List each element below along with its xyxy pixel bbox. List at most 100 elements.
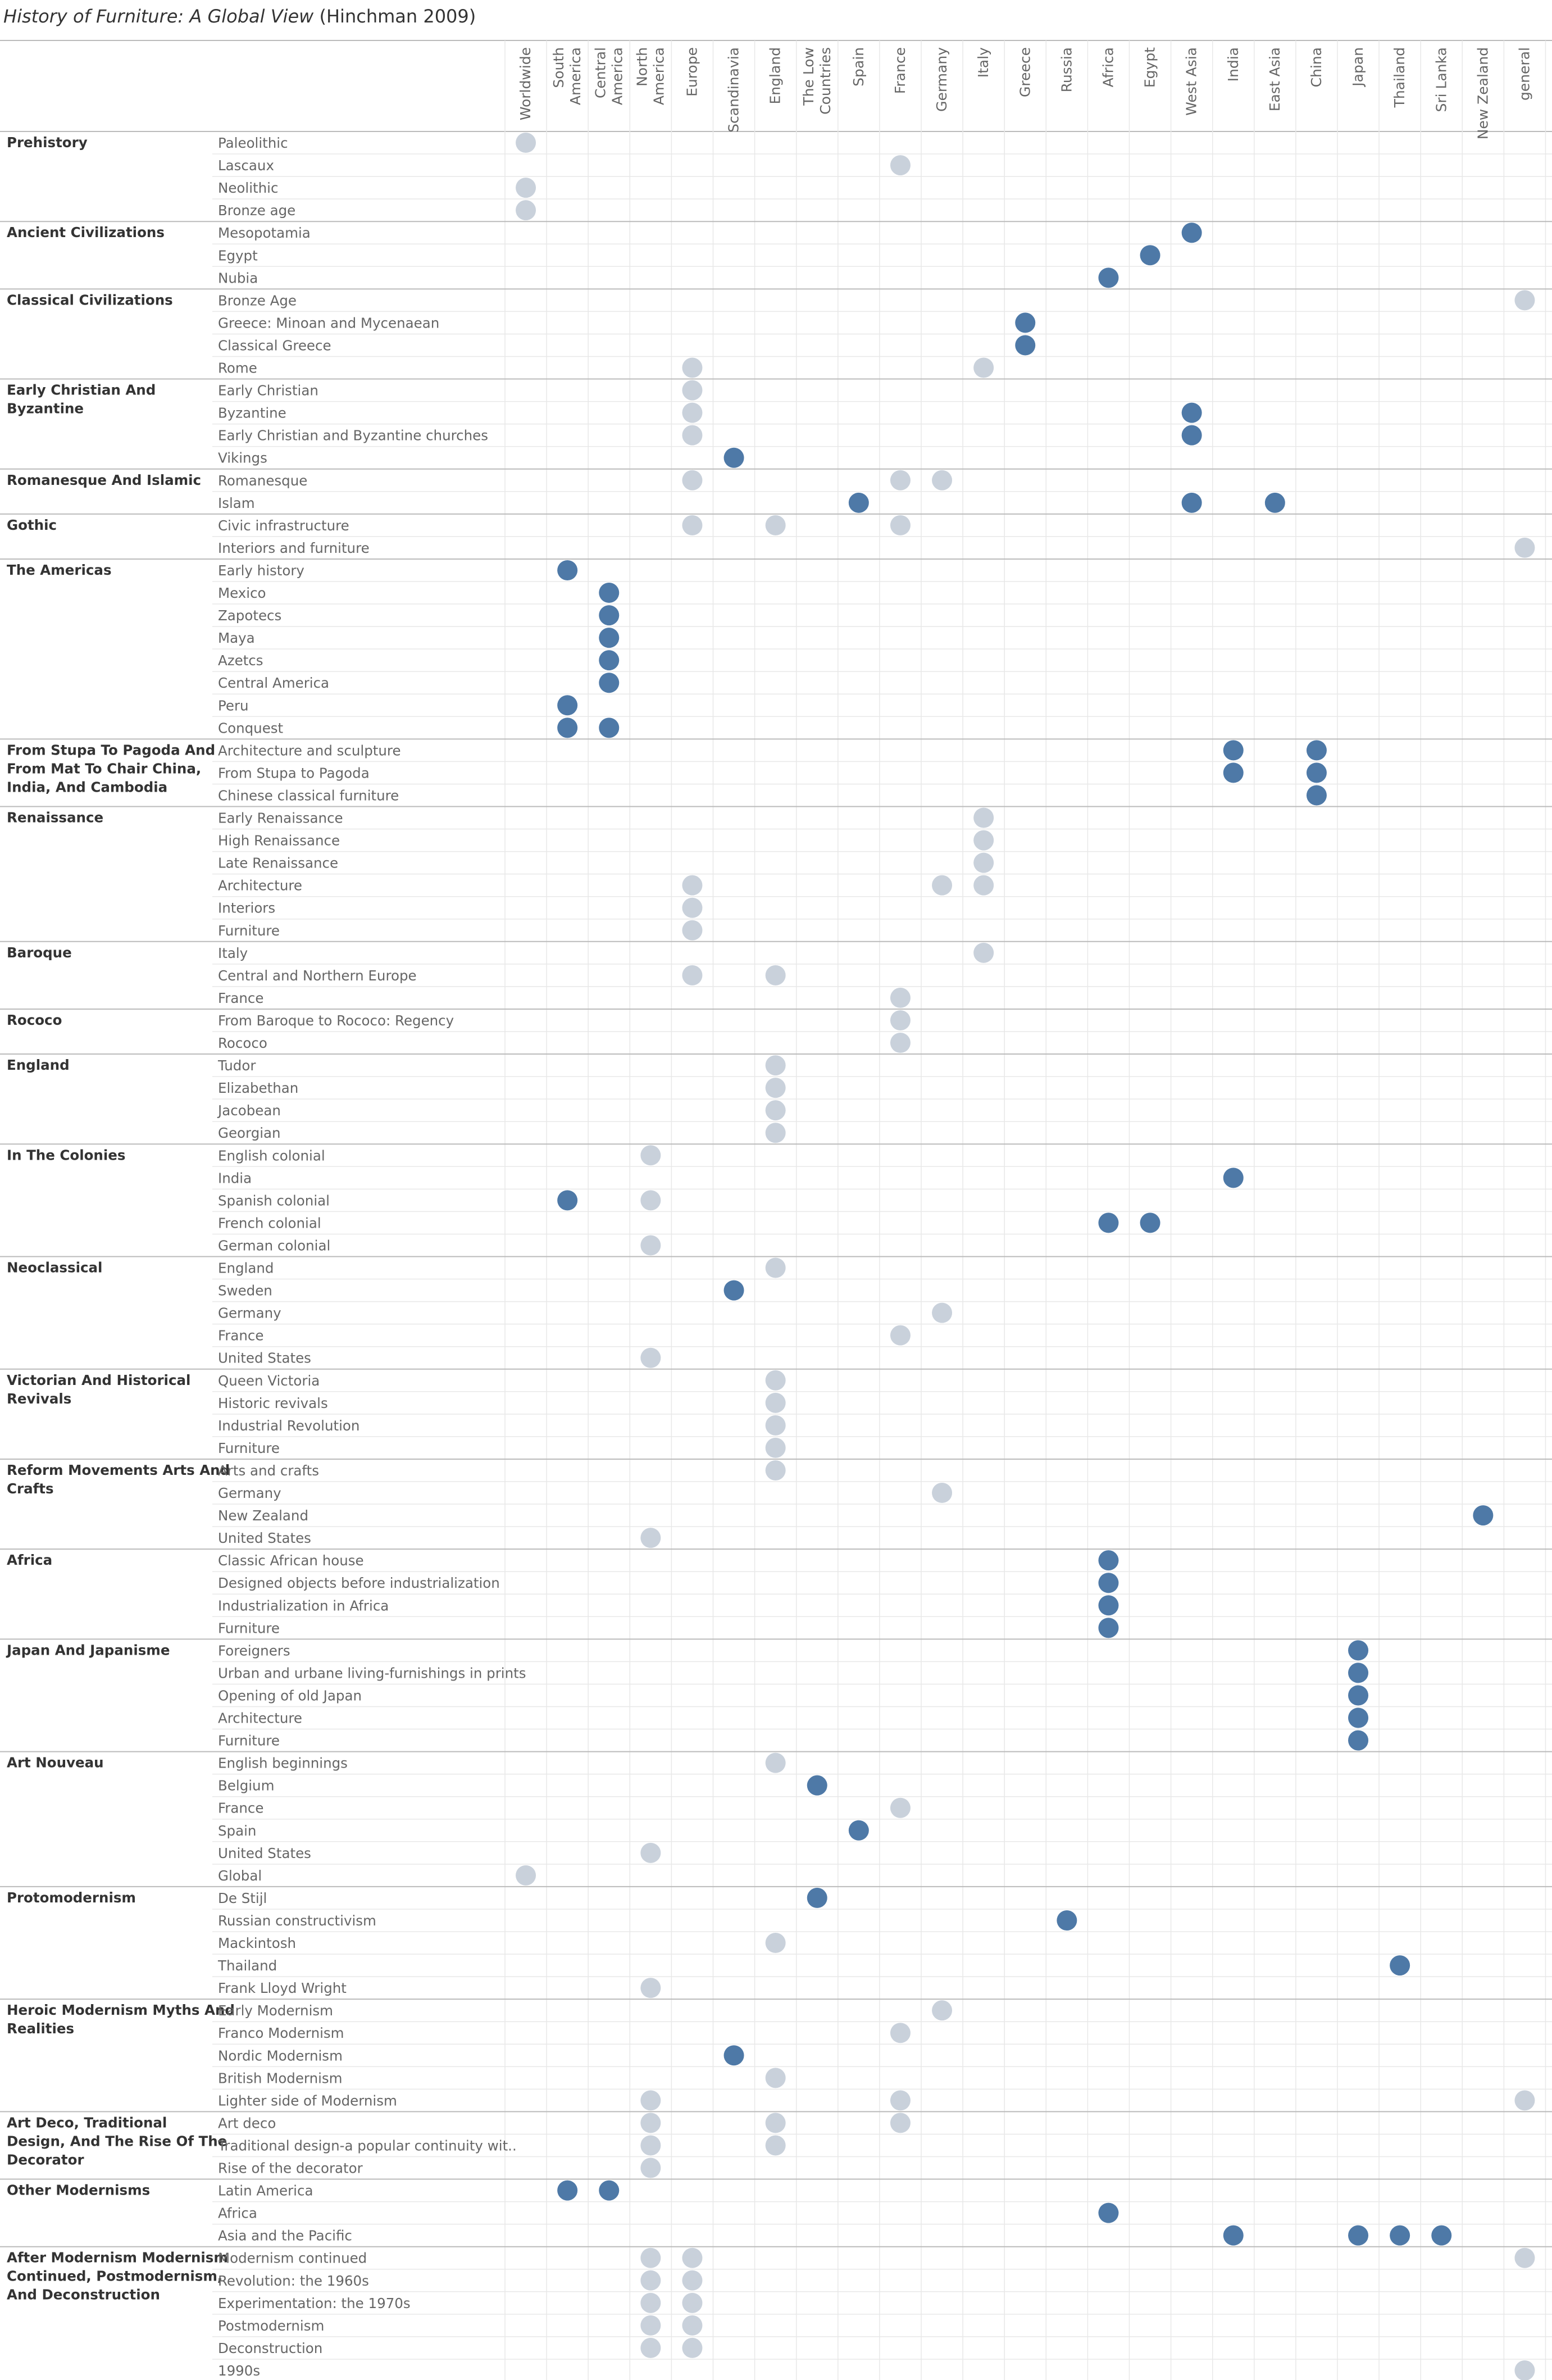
dot-grey-germany — [932, 2000, 953, 2021]
section-label: And Deconstruction — [7, 2287, 160, 2303]
row-label: High Renaissance — [218, 833, 340, 849]
row-label: Egypt — [218, 247, 258, 264]
row-label: Modernism continued — [218, 2250, 367, 2267]
dot-grey-europe — [682, 897, 703, 918]
row-label: Architecture — [218, 1710, 302, 1727]
row-label: France — [218, 1800, 263, 1816]
section-label: Protomodernism — [7, 1890, 136, 1906]
dot-blue-japan — [1348, 1730, 1369, 1751]
row-label: Maya — [218, 630, 255, 646]
dot-grey-england — [765, 2135, 786, 2156]
dot-blue-africa — [1098, 1595, 1119, 1616]
dot-grey-general — [1514, 290, 1535, 311]
row-label: Early Modernism — [218, 2002, 333, 2019]
dot-grey-england — [765, 1460, 786, 1480]
column-header-east-asia: East Asia — [1267, 47, 1283, 111]
row-label: United States — [218, 1350, 311, 1366]
row-label: German colonial — [218, 1237, 330, 1253]
dot-grey-north-america — [640, 1347, 661, 1368]
section-label: Classical Civilizations — [7, 292, 173, 308]
column-header-germany: Germany — [934, 47, 950, 112]
dot-grey-france — [890, 470, 911, 490]
dot-grey-england — [765, 1392, 786, 1413]
dot-blue-south-america — [557, 2180, 578, 2201]
column-header-thailand: Thailand — [1391, 47, 1408, 108]
row-label: New Zealand — [218, 1507, 308, 1524]
dot-grey-worldwide — [516, 133, 536, 153]
dot-grey-europe — [682, 875, 703, 896]
row-label: Zapotecs — [218, 607, 281, 624]
dot-blue-central-america — [599, 628, 620, 648]
dot-grey-france — [890, 2023, 911, 2043]
row-label: United States — [218, 1530, 311, 1546]
dot-grey-germany — [932, 875, 953, 896]
row-label: Architecture and sculpture — [218, 742, 401, 758]
row-label: Neolithic — [218, 180, 278, 196]
dot-blue-thailand — [1390, 2225, 1410, 2246]
column-header-egypt: Egypt — [1142, 47, 1158, 88]
dot-grey-england — [765, 1370, 786, 1391]
column-header-north-america: America — [650, 47, 667, 105]
dot-blue-scandinavia — [723, 1280, 744, 1301]
dot-grey-europe — [682, 470, 703, 490]
row-label: Art deco — [218, 2115, 276, 2131]
column-header-worldwide: Worldwide — [517, 47, 534, 120]
row-label: Designed objects before industrializatio… — [218, 1575, 500, 1591]
dot-grey-north-america — [640, 2337, 661, 2358]
section-label: Art Deco, Traditional — [7, 2114, 167, 2131]
section-label: Gothic — [7, 517, 57, 533]
dot-blue-west-asia — [1181, 425, 1202, 446]
column-header-central-america: America — [609, 47, 625, 105]
row-label: Mackintosh — [218, 1935, 296, 1951]
dot-grey-england — [765, 1257, 786, 1278]
row-label: Conquest — [218, 720, 284, 736]
dot-grey-france — [890, 2113, 911, 2133]
row-label: Deconstruction — [218, 2340, 322, 2356]
dot-grey-europe — [682, 515, 703, 535]
section-label: Reform Movements Arts And — [7, 1462, 230, 1478]
column-header-italy: Italy — [975, 47, 991, 78]
row-label: United States — [218, 1845, 311, 1861]
row-label: Civic infrastructure — [218, 517, 349, 534]
section-label: Other Modernisms — [7, 2182, 150, 2199]
dot-blue-india — [1223, 740, 1244, 761]
dot-grey-france — [890, 1010, 911, 1030]
section-label: Heroic Modernism Myths And — [7, 2002, 235, 2018]
dot-blue-africa — [1098, 2202, 1119, 2223]
row-label: Industrial Revolution — [218, 1418, 359, 1434]
row-label: Spain — [218, 1823, 256, 1839]
row-label: Bronze age — [218, 202, 295, 219]
dot-blue-africa — [1098, 1212, 1119, 1233]
dot-grey-europe — [682, 2292, 703, 2313]
row-label: India — [218, 1170, 252, 1186]
dot-grey-europe — [682, 2315, 703, 2336]
row-label: Interiors and furniture — [218, 540, 370, 556]
dot-blue-greece — [1015, 335, 1036, 356]
column-header-china: China — [1308, 47, 1325, 87]
section-label: Early Christian And — [7, 382, 156, 398]
row-label: From Baroque to Rococo: Regency — [218, 1012, 454, 1029]
dot-grey-north-america — [640, 1528, 661, 1548]
section-label: Decorator — [7, 2151, 84, 2168]
dot-grey-worldwide — [516, 200, 536, 221]
section-label: Japan And Japanisme — [6, 1642, 170, 1658]
column-header-general: general — [1516, 47, 1532, 101]
section-label: Revivals — [7, 1391, 71, 1407]
row-label: Sweden — [218, 1283, 272, 1299]
dot-grey-france — [890, 2090, 911, 2111]
dot-blue-africa — [1098, 267, 1119, 288]
dot-blue-africa — [1098, 1573, 1119, 1593]
dot-grey-general — [1514, 537, 1535, 558]
dot-grey-england — [765, 965, 786, 985]
dot-blue-south-america — [557, 695, 578, 716]
column-header-scandinavia: Scandinavia — [726, 47, 742, 133]
dot-grey-general — [1514, 2247, 1535, 2268]
row-label: From Stupa to Pagoda — [218, 765, 370, 781]
dot-grey-europe — [682, 2247, 703, 2268]
section-label: Renaissance — [7, 810, 103, 826]
section-label: England — [7, 1057, 70, 1073]
section-label: Africa — [7, 1552, 52, 1568]
dot-grey-europe — [682, 380, 703, 401]
row-label: Historic revivals — [218, 1395, 328, 1411]
